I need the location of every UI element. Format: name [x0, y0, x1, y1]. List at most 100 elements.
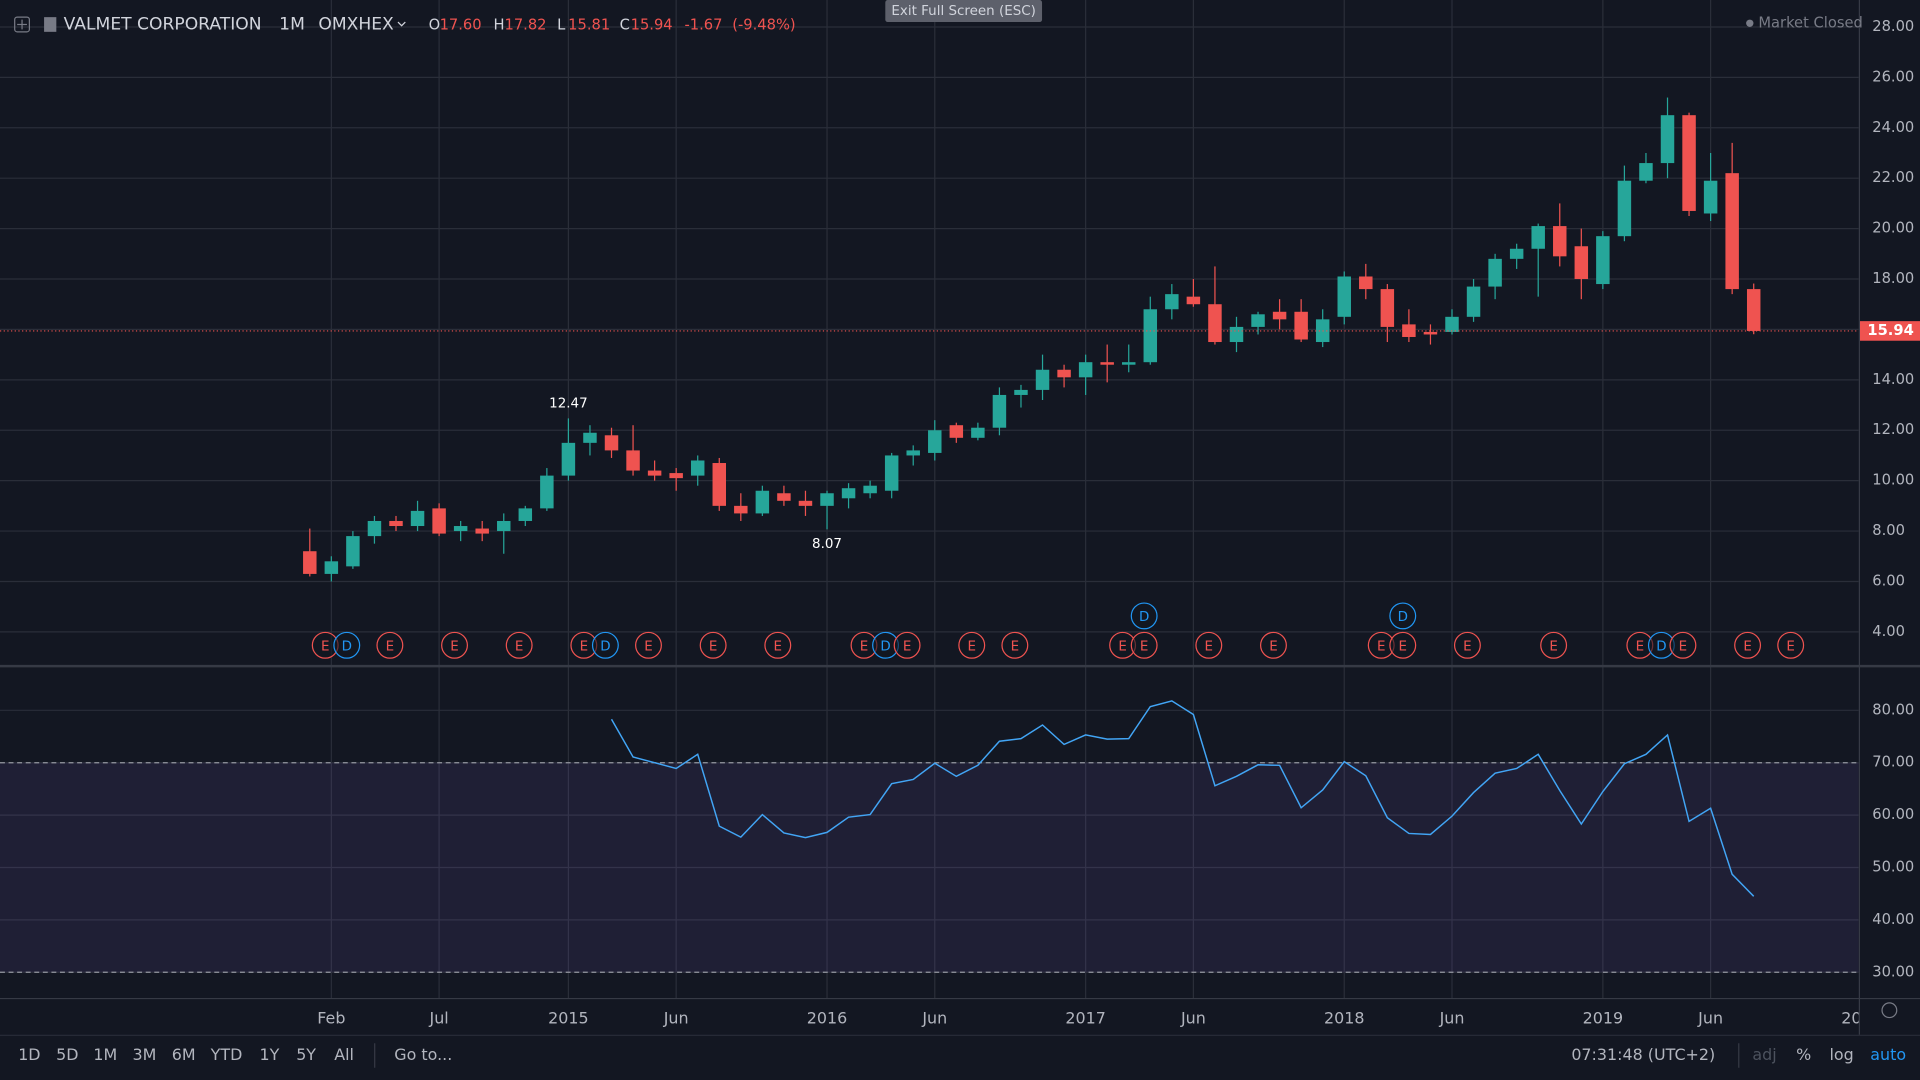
event-label[interactable]: E [967, 640, 976, 655]
candle-body [1251, 314, 1265, 327]
candle-body [755, 490, 770, 514]
event-marker[interactable] [505, 631, 533, 659]
event-marker[interactable] [1195, 631, 1223, 659]
scale-option[interactable]: auto [1870, 1045, 1906, 1064]
range-button[interactable]: 1D [18, 1045, 40, 1064]
candle-body [1272, 311, 1287, 320]
event-marker[interactable] [1260, 631, 1287, 659]
range-button[interactable]: 1M [93, 1045, 117, 1064]
ohlc-key: C [620, 17, 630, 34]
event-label[interactable]: E [1205, 640, 1214, 655]
event-marker[interactable] [333, 631, 361, 659]
event-marker[interactable] [441, 631, 469, 659]
scale-option[interactable]: % [1796, 1045, 1811, 1064]
event-label[interactable]: E [1743, 640, 1752, 655]
fullscreen-hint-box[interactable] [885, 0, 1043, 23]
ohlc-key: O [429, 17, 441, 34]
settings-icon[interactable] [1881, 1002, 1898, 1019]
event-label[interactable]: E [386, 640, 395, 655]
event-marker[interactable] [1777, 631, 1805, 659]
event-label[interactable]: E [1140, 640, 1149, 655]
candle-body [1057, 369, 1071, 378]
fullscreen-hint[interactable]: Exit Full Screen (ESC) [891, 4, 1036, 19]
event-marker[interactable] [1734, 631, 1762, 659]
event-marker[interactable] [1453, 631, 1481, 659]
range-button[interactable]: 5D [56, 1045, 78, 1064]
event-label[interactable]: D [342, 640, 352, 655]
event-label[interactable]: E [709, 640, 718, 655]
event-label[interactable]: E [580, 640, 589, 655]
event-label[interactable]: D [600, 640, 610, 655]
rsi-band [0, 762, 1859, 973]
event-label[interactable]: E [644, 640, 653, 655]
event-marker[interactable] [958, 631, 986, 659]
event-label[interactable]: D [1398, 610, 1408, 625]
event-marker[interactable] [635, 631, 662, 659]
event-marker[interactable] [1389, 602, 1417, 630]
x-tick-label: Jul [429, 1008, 449, 1027]
event-marker[interactable] [1540, 631, 1568, 659]
range-button[interactable]: 5Y [296, 1045, 316, 1064]
add-symbol-icon[interactable] [14, 16, 30, 33]
last-price-box [1860, 321, 1920, 341]
event-label[interactable]: E [1636, 640, 1645, 655]
range-button[interactable]: All [334, 1045, 354, 1064]
dropdown-icon[interactable] [397, 21, 406, 27]
scale-option[interactable]: adj [1752, 1045, 1776, 1064]
range-button[interactable]: 3M [133, 1045, 157, 1064]
candle-body [367, 520, 382, 537]
event-label[interactable]: E [515, 640, 524, 655]
event-label[interactable]: E [450, 640, 459, 655]
candle-body [389, 520, 403, 527]
event-label[interactable]: D [1139, 610, 1149, 625]
event-marker[interactable] [1389, 631, 1417, 659]
event-label[interactable]: E [1269, 640, 1278, 655]
event-label[interactable]: D [1656, 640, 1666, 655]
event-label[interactable]: E [321, 640, 330, 655]
event-label[interactable]: E [1549, 640, 1558, 655]
event-label[interactable]: E [774, 640, 783, 655]
goto-button[interactable]: Go to... [394, 1045, 452, 1064]
event-label[interactable]: D [880, 640, 890, 655]
event-marker[interactable] [699, 631, 727, 659]
candle-body [432, 508, 446, 534]
event-marker[interactable] [591, 631, 619, 659]
event-label[interactable]: E [1399, 640, 1408, 655]
range-button[interactable]: 6M [172, 1045, 196, 1064]
event-marker[interactable] [764, 631, 792, 659]
event-marker[interactable] [1001, 631, 1029, 659]
y-tick-label: 60.00 [1872, 806, 1914, 823]
rsi-line [610, 700, 1755, 897]
y-tick-label: 8.00 [1872, 522, 1905, 539]
event-marker[interactable] [893, 631, 921, 659]
event-label[interactable]: E [1786, 640, 1795, 655]
y-tick-label: 70.00 [1872, 754, 1914, 771]
interval[interactable]: 1M [279, 14, 305, 34]
event-label[interactable]: E [1011, 640, 1020, 655]
event-marker[interactable] [376, 631, 404, 659]
y-tick-label: 18.00 [1872, 270, 1914, 287]
exchange[interactable]: OMXHEX [318, 14, 394, 34]
price-annotation: 8.07 [812, 537, 842, 552]
candle-body [1359, 276, 1373, 290]
chart-style-icon[interactable] [44, 17, 57, 32]
event-label[interactable]: E [1679, 640, 1688, 655]
event-marker[interactable] [1130, 631, 1158, 659]
candle-body [475, 528, 489, 534]
symbol[interactable]: VALMET CORPORATION [64, 14, 262, 34]
range-button[interactable]: 1Y [259, 1045, 279, 1064]
event-label[interactable]: E [903, 640, 912, 655]
event-label[interactable]: E [1463, 640, 1472, 655]
y-tick-label: 40.00 [1872, 911, 1914, 928]
event-label[interactable]: E [1118, 640, 1127, 655]
event-marker[interactable] [1130, 602, 1158, 630]
scale-option[interactable]: log [1830, 1045, 1854, 1064]
range-button[interactable]: YTD [210, 1045, 243, 1064]
plot-area: Feb Jul 2015 Jun 2016 Jun 2017 Jun 2018 Jun 2019 Ju… [0, 0, 1859, 1027]
candle-body [669, 473, 683, 479]
event-label[interactable]: E [1377, 640, 1386, 655]
event-marker[interactable] [1669, 631, 1697, 659]
event-label[interactable]: E [860, 640, 869, 655]
y-tick-label: 26.00 [1872, 68, 1914, 85]
